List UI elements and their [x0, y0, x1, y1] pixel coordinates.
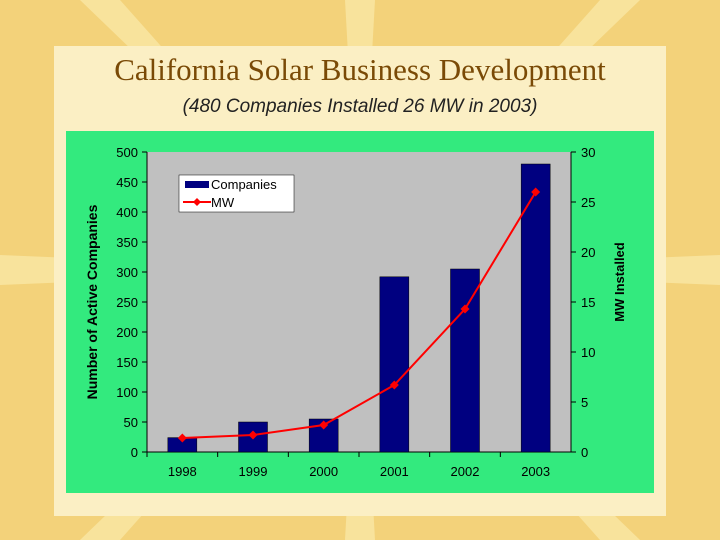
point-mw-2000: [319, 420, 329, 430]
bar-companies-2003: [520, 163, 551, 453]
y2-tick-label: 25: [581, 195, 595, 210]
bar-companies-2002: [450, 268, 480, 453]
y-tick-label: 0: [131, 445, 138, 460]
chart-area: 0 50 100 150 200 250 300 350 400 450 500 0 5 10 15 20 25…: [66, 131, 654, 493]
line-mw: [182, 191, 537, 439]
combo-chart: 0 50 100 150 200 250 300 350 400 450 500 0 5 10 15 20 25…: [84, 145, 627, 479]
point-mw-1998: [177, 433, 187, 443]
y-tick-label: 350: [116, 235, 138, 250]
y2-axis-title: MW Installed: [612, 242, 627, 322]
point-mw-2002: [460, 304, 470, 314]
slide-title: California Solar Business Development: [114, 52, 606, 87]
legend-swatch-companies: [185, 181, 209, 188]
x-tick-label: 2002: [451, 464, 480, 479]
y2-tick-label: 15: [581, 295, 595, 310]
y-tick-label: 50: [124, 415, 138, 430]
legend-swatch-mw-marker: [193, 198, 201, 206]
x-tick-label: 1999: [239, 464, 268, 479]
x-tick-label: 1998: [168, 464, 197, 479]
y-tick-label: 200: [116, 325, 138, 340]
x-tick-label: 2001: [380, 464, 409, 479]
y-tick-label: 500: [116, 145, 138, 160]
y-tick-label: 250: [116, 295, 138, 310]
bar-companies-2001: [379, 276, 410, 453]
x-tick-label: 2003: [521, 464, 550, 479]
y-tick-label: 450: [116, 175, 138, 190]
y-tick-label: 100: [116, 385, 138, 400]
y-tick-label: 300: [116, 265, 138, 280]
y-tick-label: 400: [116, 205, 138, 220]
legend-label-companies: Companies: [211, 177, 277, 192]
point-mw-1999: [248, 430, 258, 440]
slide-subtitle: (480 Companies Installed 26 MW in 2003): [182, 96, 538, 117]
y2-tick-label: 10: [581, 345, 595, 360]
y-tick-label: 150: [116, 355, 138, 370]
x-tick-label: 2000: [309, 464, 338, 479]
y2-tick-label: 30: [581, 145, 595, 160]
y-axis-title: Number of Active Companies: [84, 204, 100, 399]
y2-tick-label: 5: [581, 395, 588, 410]
y2-tick-label: 0: [581, 445, 588, 460]
point-mw-2003: [531, 187, 541, 197]
y2-tick-label: 20: [581, 245, 595, 260]
legend-label-mw: MW: [211, 195, 235, 210]
point-mw-2001: [389, 380, 399, 390]
